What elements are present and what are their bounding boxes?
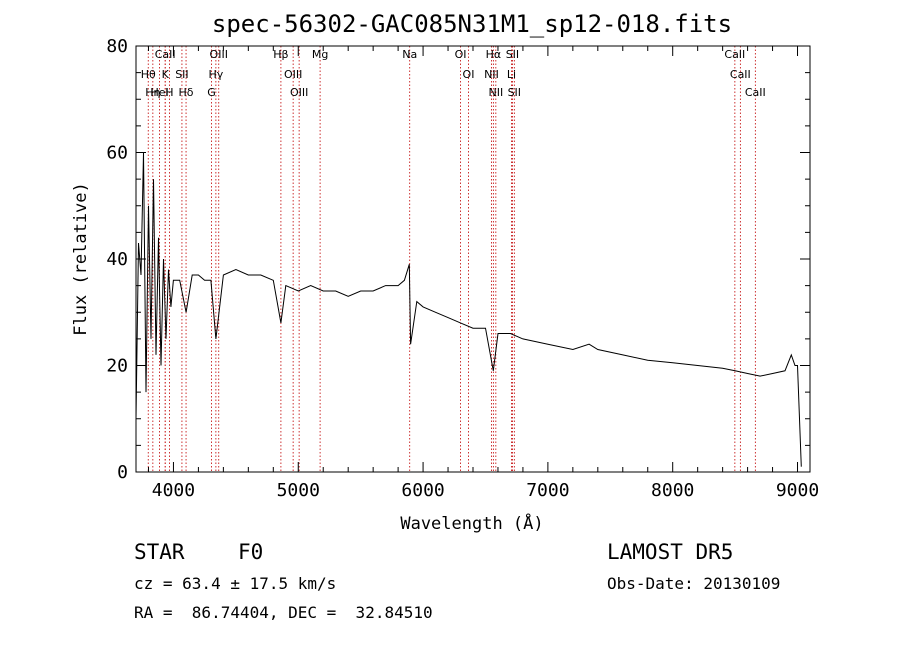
x-tick-label: 8000 bbox=[651, 480, 694, 501]
spectral-line-label: SII bbox=[508, 86, 521, 99]
spectral-line-label: SII bbox=[175, 68, 188, 81]
spectral-line-label: Hθ bbox=[141, 68, 156, 81]
spectral-line-label: Hδ bbox=[179, 86, 194, 99]
spectral-line-label: K bbox=[162, 68, 170, 81]
y-axis-label: Flux (relative) bbox=[71, 182, 91, 336]
y-tick-label: 80 bbox=[106, 36, 128, 57]
survey-name: LAMOST DR5 bbox=[607, 540, 734, 564]
y-tick-label: 60 bbox=[106, 143, 128, 164]
plot-frame bbox=[135, 45, 811, 473]
spectral-line-label: OIII bbox=[290, 86, 308, 99]
spectral-line-label: CaII bbox=[724, 48, 745, 61]
spectral-line-label: NII bbox=[488, 86, 503, 99]
x-tick-label: 9000 bbox=[776, 480, 819, 501]
spectral-lines-layer bbox=[147, 46, 756, 472]
y-tick-label: 20 bbox=[106, 356, 128, 377]
spectral-line-label: OI bbox=[463, 68, 475, 81]
spectral-line-label: SII bbox=[506, 48, 519, 61]
spectrum-line bbox=[135, 152, 802, 467]
spectral-line-label: Li bbox=[507, 68, 516, 81]
spectral-line-label: NII bbox=[484, 68, 499, 81]
x-tick-label: 4000 bbox=[152, 480, 195, 501]
spectral-line-label: Hα bbox=[486, 48, 502, 61]
x-tick-label: 7000 bbox=[526, 480, 569, 501]
spectral-line-label: Na bbox=[402, 48, 417, 61]
spectral-line-label: Hη bbox=[145, 86, 160, 99]
y-tick-label: 0 bbox=[117, 462, 128, 483]
spectral-line-label: CaII bbox=[730, 68, 751, 81]
object-class: STAR bbox=[134, 540, 185, 564]
spectral-line-label: OIII bbox=[210, 48, 228, 61]
spectral-line-label: G bbox=[207, 86, 216, 99]
chart-title: spec-56302-GAC085N31M1_sp12-018.fits bbox=[212, 10, 732, 38]
y-tick-label: 40 bbox=[106, 249, 128, 270]
spectral-line-label: Hβ bbox=[273, 48, 288, 61]
spectral-line-label: CaII bbox=[745, 86, 766, 99]
x-tick-label: 5000 bbox=[277, 480, 320, 501]
spectral-line-label: CaII bbox=[155, 48, 176, 61]
axes: 4000 5000 6000 7000 8000 9000 0 20 40 60 80 bbox=[106, 36, 819, 501]
x-axis-label: Wavelength (Å) bbox=[400, 512, 543, 534]
spectral-line-label: HeI bbox=[150, 86, 168, 99]
spectral-line-label: OIII bbox=[284, 68, 302, 81]
x-tick-label: 6000 bbox=[401, 480, 444, 501]
object-subclass: F0 bbox=[238, 540, 264, 564]
redshift-velocity: cz = 63.4 ± 17.5 km/s bbox=[134, 574, 337, 593]
spectral-line-label: Mg bbox=[312, 48, 328, 61]
observation-date: Obs-Date: 20130109 bbox=[607, 574, 781, 593]
spectral-line-label: Hγ bbox=[208, 68, 223, 81]
spectral-line-label: H bbox=[165, 86, 173, 99]
spectral-line-label: OI bbox=[455, 48, 467, 61]
coordinates: RA = 86.74404, DEC = 32.84510 bbox=[134, 603, 433, 622]
